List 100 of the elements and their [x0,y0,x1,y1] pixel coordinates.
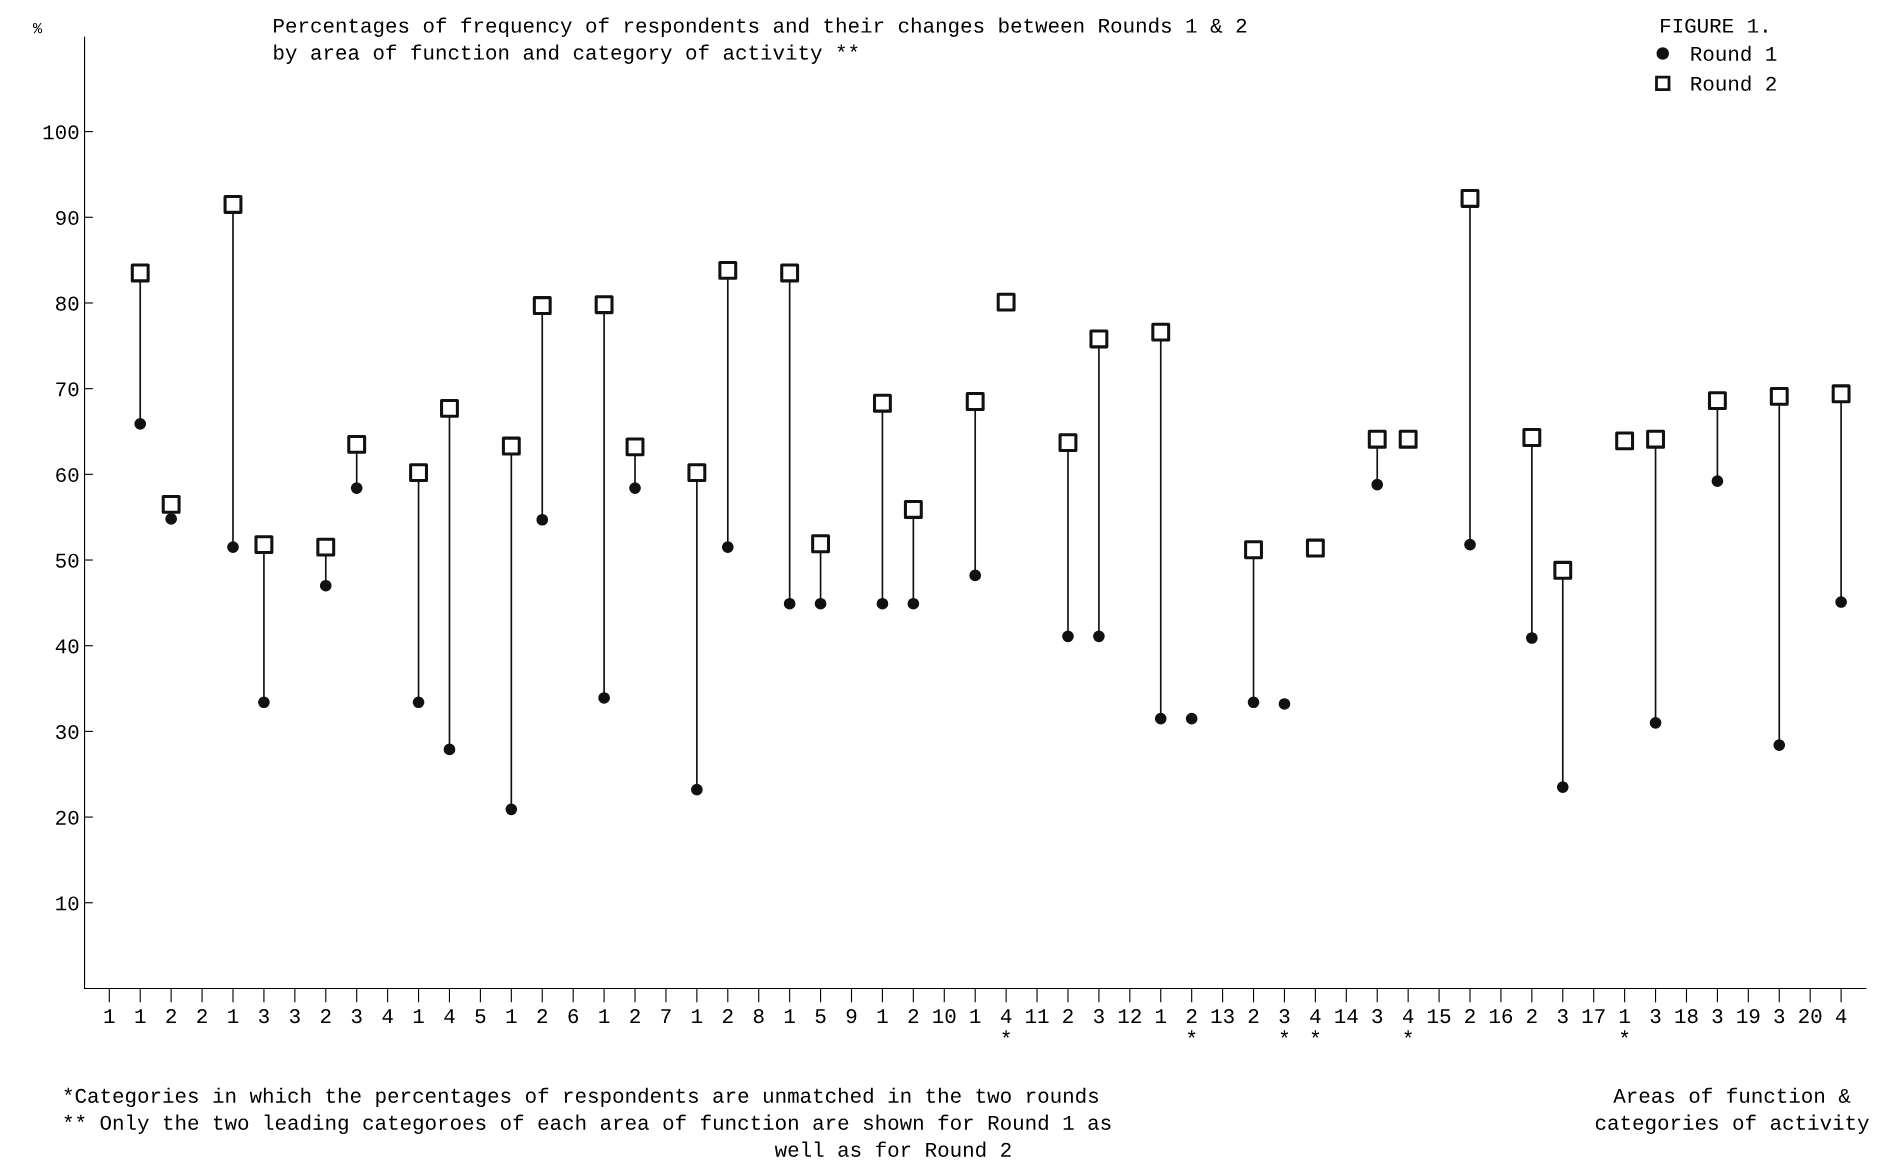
y-tick-label: 50 [55,553,79,568]
point [1831,384,1851,404]
point [536,513,549,526]
x-tick-label: 1 [413,1009,424,1023]
x-tick-label: 12 [1118,1009,1141,1023]
point [440,398,459,418]
x-tick-label: 9 [846,1009,857,1024]
point [965,392,985,411]
point [254,535,274,555]
x-tick-label: 3 [1372,1009,1383,1024]
x-tick-label: 3 [1774,1009,1785,1024]
x-tick-label: 3 [289,1009,300,1024]
x-tick-label: 2 [197,1009,207,1023]
point [412,696,425,709]
x-tick-label: 3 [1650,1009,1661,1024]
point [1556,781,1569,793]
point [594,295,614,315]
caption: FIGURE 1. [1661,18,1767,33]
x-tick-label: 2 [320,1009,331,1023]
x-tick-label: 19 [1737,1009,1760,1024]
point [1769,386,1789,406]
x-tick-label: 3 [1093,1009,1104,1024]
x-tick-label: 4 [1835,1009,1847,1023]
x-tick-label: 1 [692,1009,703,1023]
x-tick-label: 4 * [1402,1009,1414,1038]
x-tick-label: 4 * [1000,1009,1012,1038]
point [783,597,796,610]
point [1305,538,1325,558]
y-tick-label: 60 [56,467,79,483]
y-tick-label: 40 [55,639,79,654]
point [1398,429,1418,449]
point [134,417,147,430]
point [691,783,703,796]
y-tick-label: 20 [56,810,79,825]
point [1615,431,1635,451]
point [316,537,336,557]
y-tick-label: 70 [56,382,79,397]
point [1062,630,1074,643]
point [1089,329,1109,349]
x-tick-label: 2 * [1186,1009,1197,1038]
x-tick-label: 1 [104,1009,115,1023]
point [969,569,982,582]
point [1707,391,1727,411]
point [907,597,920,610]
x-tick-label: 1 [135,1009,146,1023]
point [1367,429,1387,449]
x-tick-label: 6 [568,1009,579,1024]
x-tick-label: 2 [1527,1009,1537,1023]
y-tick-label: 10 [56,896,79,911]
x-tick-label: 14 [1335,1009,1358,1023]
x-tick-label: 3 [1557,1009,1568,1024]
point [625,437,645,457]
x-tick-label: 11 [1026,1009,1049,1023]
point [814,597,827,610]
legend-label: Round 1 [1691,45,1777,62]
x-tick-label: 3 * [1279,1009,1290,1038]
x-tick-label: 1 [228,1009,239,1023]
x-tick-label: 2 [723,1009,733,1023]
x-tick-label: 5 [815,1009,826,1024]
y-axis-title: % [33,22,43,34]
point [258,696,270,709]
x-tick-label: 1 [784,1009,795,1023]
point [161,494,181,514]
point [130,263,150,283]
x-tick-label: 8 [753,1009,764,1024]
point [1247,696,1260,709]
point [872,393,892,413]
point [687,463,707,483]
x-tick-label: 1 [1156,1009,1166,1023]
point [1151,322,1171,342]
x-tick-label: 4 * [1310,1009,1321,1038]
x-tick-label: 5 [475,1009,486,1024]
x-tick-label: 4 [444,1009,455,1023]
point [811,534,831,554]
x-tick-label: 3 [351,1009,362,1024]
point [443,743,456,756]
x-tick-label: 1 * [1619,1009,1630,1038]
x-tick-label: 2 [166,1009,176,1023]
point [1244,540,1263,560]
x-tick-label: 1 [506,1009,517,1023]
point [1464,538,1476,551]
point [876,597,889,610]
point [1553,560,1573,580]
y-tick-label: 90 [56,210,79,226]
x-tick-label: 2 [908,1009,919,1023]
point [903,500,923,519]
point [718,260,738,280]
point [1278,698,1291,710]
x-tick-label: 15 [1428,1009,1451,1024]
x-tick-label: 17 [1582,1009,1605,1023]
point [350,482,363,494]
point [1835,596,1847,608]
x-tick-label: 10 [933,1009,956,1024]
point [505,803,518,816]
x-tick-label: 1 [970,1009,981,1023]
point [319,579,332,592]
x-axis-title: Areas of function & categories of activity [1595,1087,1869,1135]
point [1646,429,1665,449]
x-tick-label: 4 [382,1009,393,1023]
y-tick-label: 100 [43,125,79,140]
